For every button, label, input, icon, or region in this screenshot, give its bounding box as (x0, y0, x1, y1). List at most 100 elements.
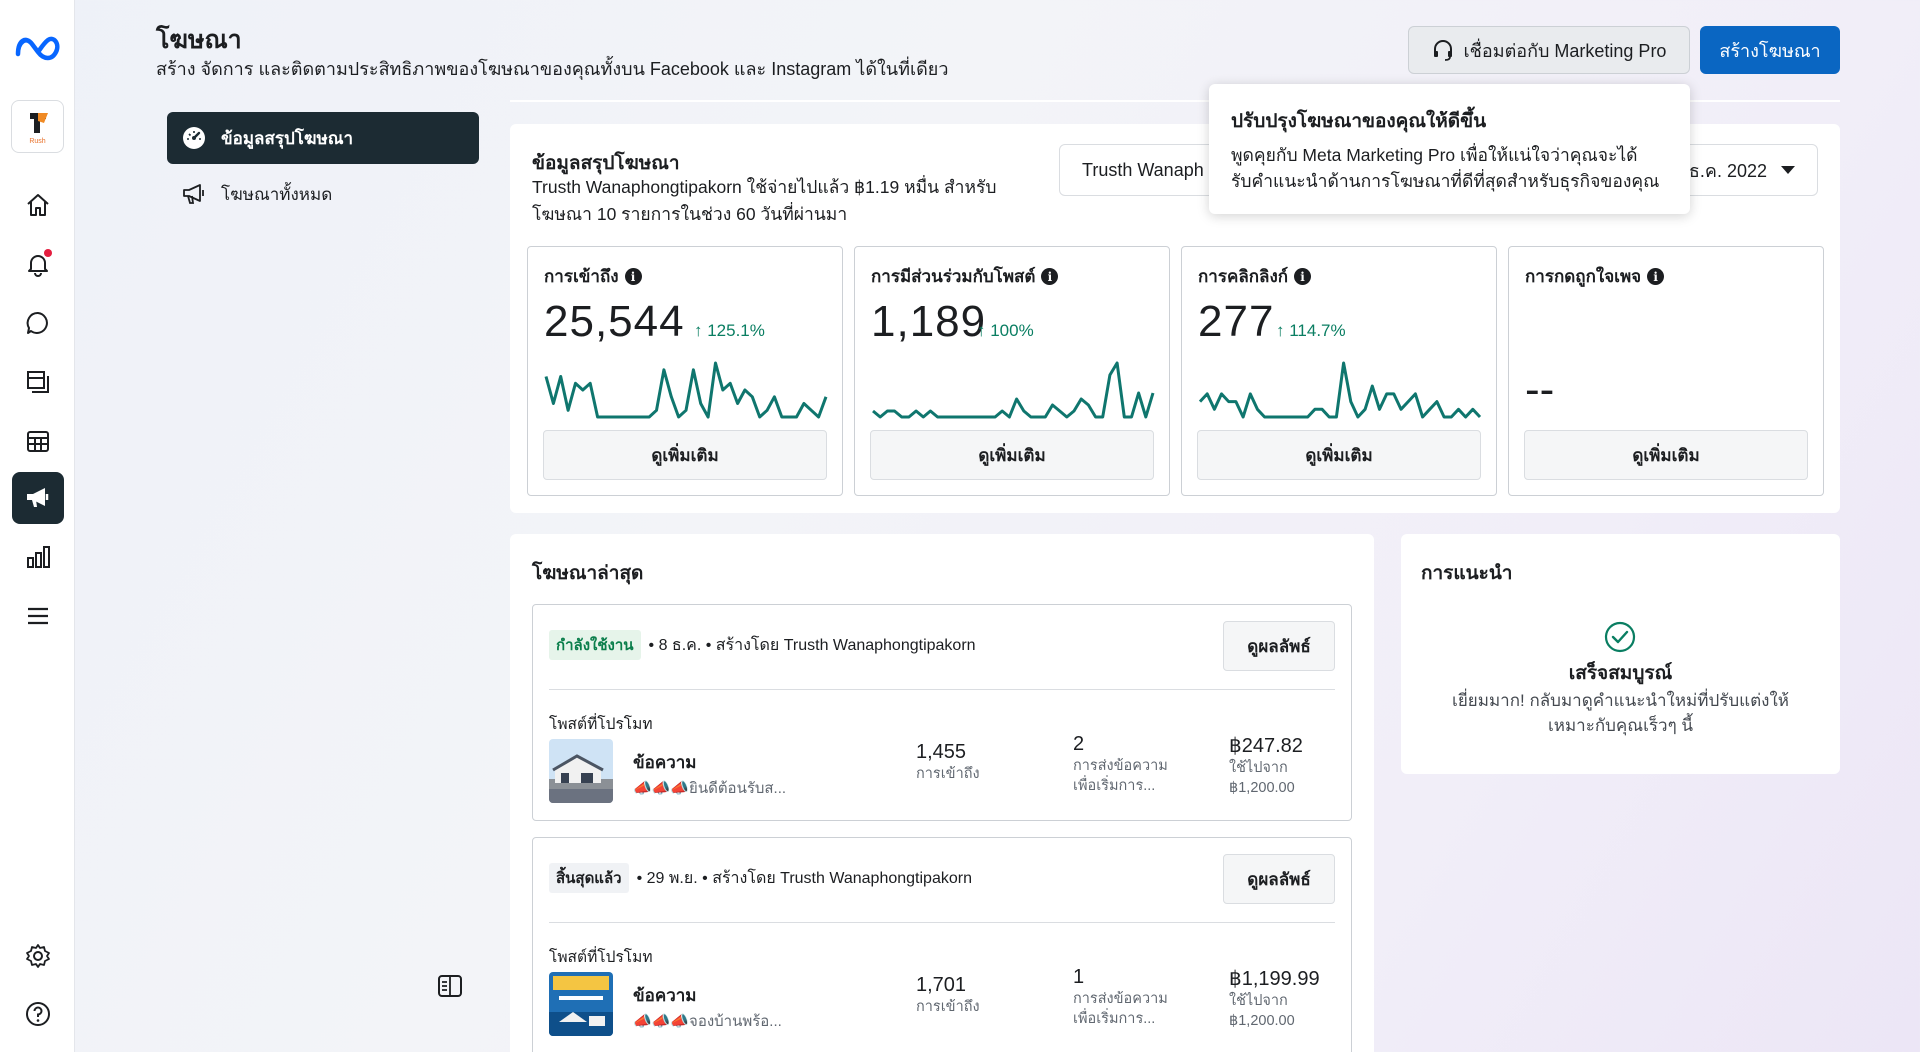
account-select-value: Trusth Wanaph (1082, 159, 1204, 180)
messaging-value: 2 (1073, 733, 1085, 755)
tooltip-body: พูดคุยกับ Meta Marketing Pro เพื่อให้แน่… (1231, 145, 1660, 191)
marketing-pro-tooltip: ปรับปรุงโฆษณาของคุณให้ดีขึ้น พูดคุยกับ M… (1209, 84, 1690, 214)
home-icon[interactable] (12, 179, 64, 231)
chat-icon[interactable] (12, 297, 64, 349)
metric-card-link-clicks: การคลิกลิงก์ i 277 ↑ 114.7% ดูเพิ่มเติม (1181, 246, 1497, 496)
metric-label: การมีส่วนร่วมกับโพสต์ (871, 267, 1036, 286)
post-thumbnail[interactable] (549, 739, 613, 803)
bar-chart-icon[interactable] (12, 531, 64, 583)
see-more-button[interactable]: ดูเพิ่มเติม (870, 430, 1154, 480)
business-avatar[interactable]: Rush (11, 100, 64, 153)
metric-change: ↑ 114.7% (1276, 321, 1346, 340)
summary-description: Trusth Wanaphongtipakorn ใช้จ่ายไปแล้ว ฿… (532, 177, 997, 224)
spend-stat: ฿247.82 ใช้ไปจาก ฿1,200.00 (1229, 733, 1303, 798)
meta-logo-icon[interactable] (12, 22, 64, 74)
sparkline-line (544, 361, 828, 419)
promoted-post-label: โพสต์ที่โปรโมท (549, 949, 653, 966)
page-subtitle: สร้าง จัดการ และติดตามประสิทธิภาพของโฆษณ… (156, 59, 949, 79)
messaging-stat: 2 การส่งข้อความ เพื่อเริ่มการ... (1073, 733, 1168, 796)
spent-label: ใช้ไปจาก (1229, 993, 1288, 1009)
recommendations-done: เสร็จสมบูรณ์ (1568, 663, 1673, 684)
sparkline-chart (1198, 361, 1482, 419)
see-more-button[interactable]: ดูเพิ่มเติม (1197, 430, 1481, 480)
view-results-button[interactable]: ดูผลลัพธ์ (1223, 854, 1335, 904)
metric-value: 277 (1198, 297, 1275, 346)
ad-caption: 📣📣📣ยินดีต้อนรับส... (633, 780, 787, 797)
dashboard-gauge-icon (183, 127, 205, 149)
messaging-label-2: เพื่อเริ่มการ... (1073, 778, 1156, 794)
chevron-down-icon (1781, 166, 1795, 174)
messaging-stat: 1 การส่งข้อความ เพื่อเริ่มการ... (1073, 966, 1168, 1029)
info-icon[interactable]: i (1294, 268, 1312, 285)
header-divider (510, 100, 1840, 102)
status-badge: สิ้นสุดแล้ว (549, 863, 629, 893)
gear-icon[interactable] (12, 930, 64, 982)
metric-value: 25,544 (544, 297, 685, 346)
sparkline-chart (872, 361, 1155, 419)
reach-value: 1,701 (916, 974, 967, 996)
recent-ads-card: โฆษณาล่าสุด กำลังใช้งาน • 8 ธ.ค. • สร้าง… (510, 534, 1374, 1052)
metric-label: การกดถูกใจเพจ (1525, 267, 1642, 286)
status-badge: กำลังใช้งาน (549, 630, 641, 660)
page-title: โฆษณา (156, 26, 242, 54)
ad-caption: 📣📣📣จองบ้านพร้อ... (633, 1013, 782, 1030)
sidenav-item-ads-summary[interactable]: ข้อมูลสรุปโฆษณา (167, 112, 479, 164)
recommendations-text: เยี่ยมมาก! กลับมาดูคำแนะนำใหม่ที่ปรับแต่… (1452, 691, 1789, 735)
date-range-value: ธ.ค. 2022 (1688, 160, 1767, 181)
ad-item: สิ้นสุดแล้ว • 29 พ.ย. • สร้างโดย Trusth … (532, 837, 1352, 1052)
metric-label-wrap: การกดถูกใจเพจ i (1525, 263, 1665, 290)
sparkline-line (872, 361, 1155, 419)
messaging-label: การส่งข้อความ (1073, 991, 1168, 1007)
info-icon[interactable]: i (624, 268, 642, 285)
sidenav-item-all-ads[interactable]: โฆษณาทั้งหมด (167, 168, 479, 220)
sparkline-chart (544, 361, 828, 419)
ad-header: กำลังใช้งาน • 8 ธ.ค. • สร้างโดย Trusth W… (549, 619, 1335, 671)
table-icon[interactable] (12, 415, 64, 467)
reach-stat: 1,701 การเข้าถึง (916, 966, 980, 1017)
tooltip-title: ปรับปรุงโฆษณาของคุณให้ดีขึ้น (1231, 111, 1487, 132)
business-logo-text: Rush (29, 137, 46, 145)
bell-icon[interactable] (12, 238, 64, 290)
left-rail: Rush (0, 0, 75, 1052)
pages-icon[interactable] (12, 356, 64, 408)
see-more-button[interactable]: ดูเพิ่มเติม (543, 430, 827, 480)
reach-value: 1,455 (916, 741, 967, 763)
messaging-value: 1 (1073, 966, 1085, 988)
help-icon[interactable] (12, 988, 64, 1040)
connect-marketing-pro-button[interactable]: เชื่อมต่อกับ Marketing Pro (1408, 26, 1690, 74)
messaging-label: การส่งข้อความ (1073, 758, 1168, 774)
recommendations-card: การแนะนำ เสร็จสมบูรณ์ เยี่ยมมาก! กลับมาด… (1401, 534, 1840, 774)
ad-item: กำลังใช้งาน • 8 ธ.ค. • สร้างโดย Trusth W… (532, 604, 1352, 821)
collapse-panel-icon[interactable] (437, 973, 463, 1004)
metric-value: -- (1525, 365, 1555, 414)
metric-label: การคลิกลิงก์ (1198, 267, 1289, 286)
post-thumbnail[interactable] (549, 972, 613, 1036)
spent-value: ฿247.82 (1229, 735, 1303, 757)
reach-stat: 1,455 การเข้าถึง (916, 733, 980, 784)
check-circle-icon (1603, 620, 1637, 659)
megaphone-icon[interactable] (12, 472, 64, 524)
budget-value: ฿1,200.00 (1229, 780, 1295, 796)
see-more-button[interactable]: ดูเพิ่มเติม (1524, 430, 1808, 480)
sidenav-item-label: ข้อมูลสรุปโฆษณา (221, 128, 354, 148)
messaging-label-2: เพื่อเริ่มการ... (1073, 1011, 1156, 1027)
spent-label: ใช้ไปจาก (1229, 760, 1288, 776)
info-icon[interactable]: i (1647, 268, 1665, 285)
ad-meta: • 8 ธ.ค. • สร้างโดย Trusth Wanaphongtipa… (648, 636, 976, 654)
metric-label-wrap: การมีส่วนร่วมกับโพสต์ i (871, 263, 1059, 290)
connect-marketing-pro-label: เชื่อมต่อกับ Marketing Pro (1463, 40, 1667, 61)
divider (549, 922, 1335, 923)
metric-label-wrap: การเข้าถึง i (544, 263, 642, 290)
metric-label: การเข้าถึง (544, 267, 619, 286)
create-ad-button[interactable]: สร้างโฆษณา (1700, 26, 1840, 74)
metric-card-post-engagement: การมีส่วนร่วมกับโพสต์ i 1,189 ↑ 100% ดูเพ… (854, 246, 1170, 496)
sparkline-line (1198, 361, 1482, 419)
ad-header: สิ้นสุดแล้ว • 29 พ.ย. • สร้างโดย Trusth … (549, 852, 1335, 904)
recent-ads-title: โฆษณาล่าสุด (532, 563, 644, 584)
summary-title: ข้อมูลสรุปโฆษณา (532, 153, 680, 174)
info-icon[interactable]: i (1041, 268, 1059, 285)
view-results-button[interactable]: ดูผลลัพธ์ (1223, 621, 1335, 671)
metric-label-wrap: การคลิกลิงก์ i (1198, 263, 1312, 290)
headset-icon (1433, 40, 1452, 61)
menu-icon[interactable] (12, 590, 64, 642)
